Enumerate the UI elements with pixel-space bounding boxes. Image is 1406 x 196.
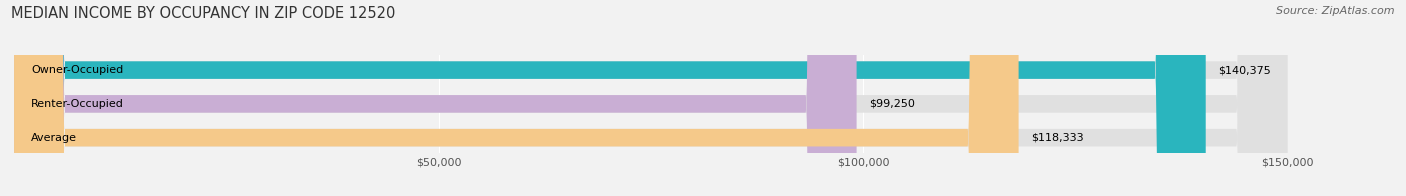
Text: Owner-Occupied: Owner-Occupied [31, 65, 124, 75]
Text: Renter-Occupied: Renter-Occupied [31, 99, 124, 109]
Text: $118,333: $118,333 [1032, 133, 1084, 143]
FancyBboxPatch shape [14, 0, 1288, 196]
FancyBboxPatch shape [14, 0, 856, 196]
FancyBboxPatch shape [14, 0, 1018, 196]
Text: MEDIAN INCOME BY OCCUPANCY IN ZIP CODE 12520: MEDIAN INCOME BY OCCUPANCY IN ZIP CODE 1… [11, 6, 395, 21]
Text: Source: ZipAtlas.com: Source: ZipAtlas.com [1277, 6, 1395, 16]
FancyBboxPatch shape [14, 0, 1288, 196]
FancyBboxPatch shape [14, 0, 1206, 196]
FancyBboxPatch shape [14, 0, 1288, 196]
Text: $99,250: $99,250 [869, 99, 915, 109]
Text: $140,375: $140,375 [1219, 65, 1271, 75]
Text: Average: Average [31, 133, 77, 143]
